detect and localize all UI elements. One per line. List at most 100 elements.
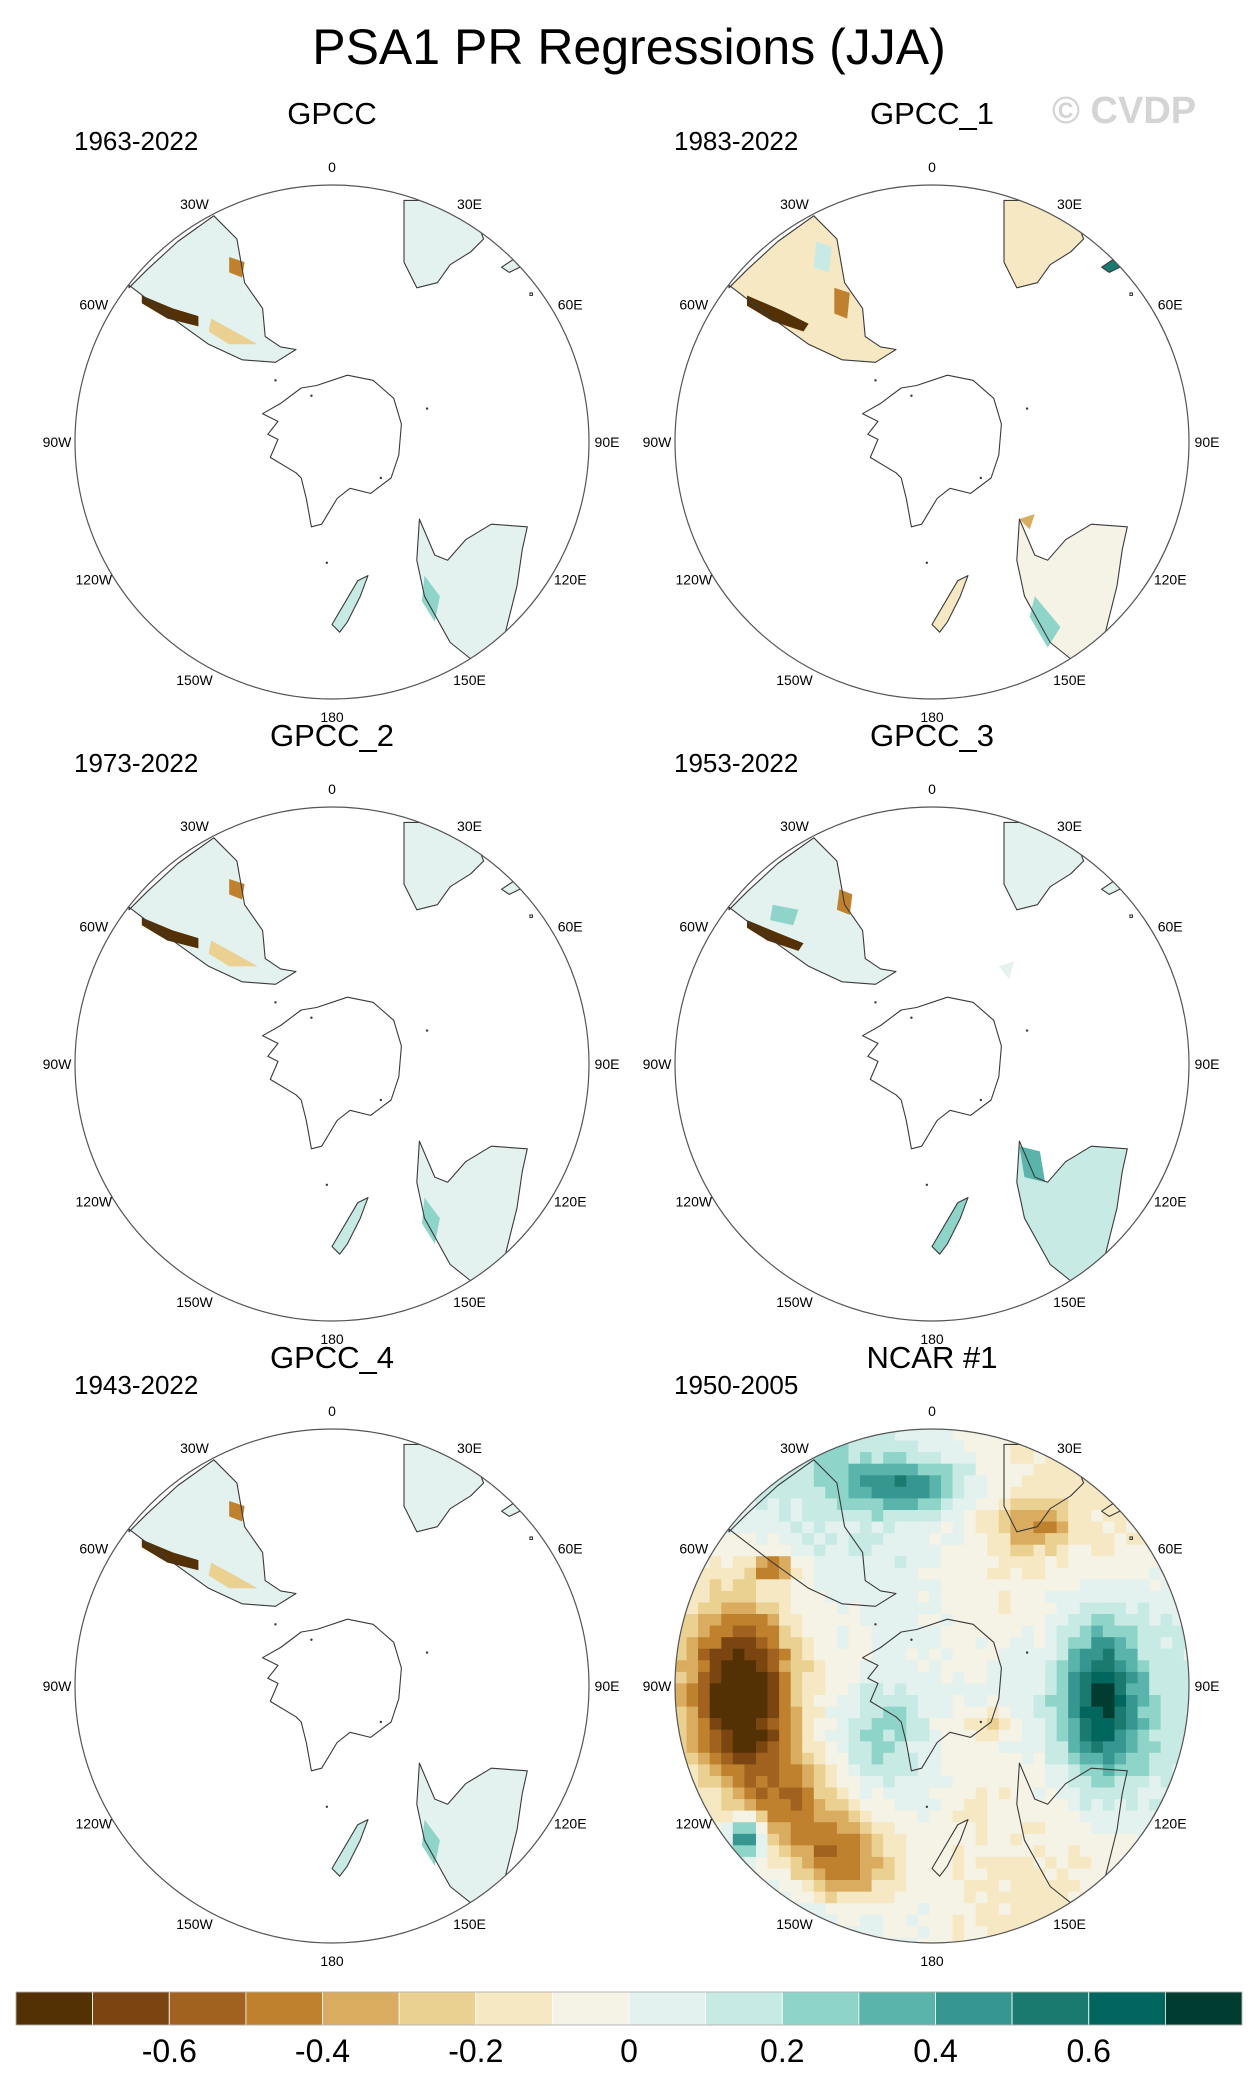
field-cell: [871, 1614, 884, 1627]
field-cell: [744, 1521, 757, 1534]
field-cell: [825, 1718, 838, 1731]
panel-period: 1950-2005: [674, 1370, 798, 1400]
field-cell: [848, 1718, 861, 1731]
land-anomaly: [416, 1141, 528, 1285]
field-cell: [721, 1683, 734, 1696]
island-dot: [379, 1098, 383, 1102]
field-cell: [802, 1579, 815, 1592]
field-cell: [883, 1556, 896, 1569]
field-cell: [906, 1590, 919, 1604]
field-cell: [1010, 1856, 1023, 1870]
field-cell: [848, 1671, 861, 1685]
field-cell: [929, 1718, 942, 1731]
field-cell: [1010, 1833, 1023, 1847]
field-cell: [756, 1544, 769, 1558]
field-cell: [894, 1683, 908, 1696]
field-cell: [894, 1822, 908, 1835]
field-cell: [767, 1533, 780, 1546]
field-cell: [1126, 1544, 1139, 1558]
field-cell: [906, 1810, 919, 1823]
field-cell: [1114, 1533, 1127, 1546]
field-cell: [1022, 1475, 1035, 1488]
field-cell: [906, 1521, 919, 1534]
field-cell: [883, 1822, 896, 1835]
field-cell: [1091, 1648, 1104, 1662]
field-cell: [848, 1579, 861, 1592]
field-cell: [709, 1787, 723, 1800]
field-cell: [1149, 1660, 1162, 1673]
field-cell: [1022, 1648, 1035, 1662]
field-cell: [1102, 1544, 1116, 1558]
field-cell: [860, 1660, 873, 1673]
field-cell: [860, 1741, 873, 1754]
field-cell: [813, 1452, 827, 1465]
field-cell: [1068, 1787, 1081, 1800]
field-cell: [1068, 1660, 1081, 1673]
lon-label: 120E: [554, 572, 587, 588]
anomaly-patch: [208, 1562, 258, 1589]
field-cell: [964, 1822, 977, 1835]
field-cell: [1022, 1706, 1035, 1719]
field-cell: [1022, 1845, 1035, 1858]
field-cell: [998, 1741, 1012, 1754]
field-cell: [721, 1752, 734, 1766]
field-cell: [1149, 1683, 1162, 1696]
field-cell: [1022, 1660, 1035, 1673]
field-cell: [952, 1937, 965, 1943]
field-cell: [1079, 1880, 1093, 1893]
field-cell: [860, 1567, 873, 1581]
field-cell: [1010, 1683, 1023, 1696]
field-cell: [1079, 1486, 1093, 1500]
field-cell: [894, 1429, 908, 1442]
field-cell: [732, 1533, 746, 1546]
field-cell: [756, 1718, 769, 1731]
field-cell: [987, 1822, 1000, 1835]
field-cell: [871, 1452, 884, 1465]
field-cell: [1183, 1695, 1189, 1708]
lon-label: 120E: [1154, 1194, 1187, 1210]
field-cell: [1114, 1660, 1127, 1673]
field-cell: [964, 1648, 977, 1662]
field-cell: [1045, 1741, 1058, 1754]
field-cell: [1022, 1486, 1035, 1500]
field-cell: [1091, 1868, 1104, 1881]
field-cell: [883, 1695, 896, 1708]
field-cell: [883, 1741, 896, 1754]
field-cell: [906, 1463, 919, 1477]
field-cell: [709, 1590, 723, 1604]
field-cell: [1056, 1741, 1069, 1754]
field-cell: [1137, 1833, 1150, 1847]
colorbar-segment: [322, 1991, 400, 2026]
field-cell: [894, 1544, 908, 1558]
field-cell: [1022, 1880, 1035, 1893]
field-cell: [698, 1567, 711, 1581]
lon-label: 180: [320, 1953, 344, 1969]
land-anomaly: [332, 1197, 368, 1255]
field-cell: [894, 1452, 908, 1465]
field-cell: [767, 1891, 780, 1904]
field-cell: [998, 1776, 1012, 1789]
field-cell: [1033, 1856, 1046, 1870]
field-cell: [1160, 1660, 1174, 1673]
coastline-nz: [931, 575, 969, 633]
field-cell: [1045, 1533, 1058, 1546]
field-cell: [987, 1544, 1000, 1558]
field-cell: [756, 1498, 769, 1511]
field-cell: [1079, 1833, 1093, 1847]
field-cell: [917, 1579, 931, 1592]
field-cell: [1126, 1683, 1139, 1696]
field-cell: [1068, 1671, 1081, 1685]
field-cell: [871, 1648, 884, 1662]
field-cell: [998, 1625, 1012, 1638]
panel-period: 1953-2022: [674, 748, 798, 778]
field-cell: [929, 1845, 942, 1858]
anomaly-patch: [421, 1819, 440, 1866]
field-cell: [929, 1498, 942, 1511]
lon-label: 60E: [1158, 1541, 1183, 1557]
lon-label: 120E: [554, 1194, 587, 1210]
field-cell: [756, 1822, 769, 1835]
land-anomaly: [729, 215, 896, 363]
field-cell: [906, 1579, 919, 1592]
field-cell: [836, 1544, 850, 1558]
field-cell: [917, 1937, 931, 1943]
